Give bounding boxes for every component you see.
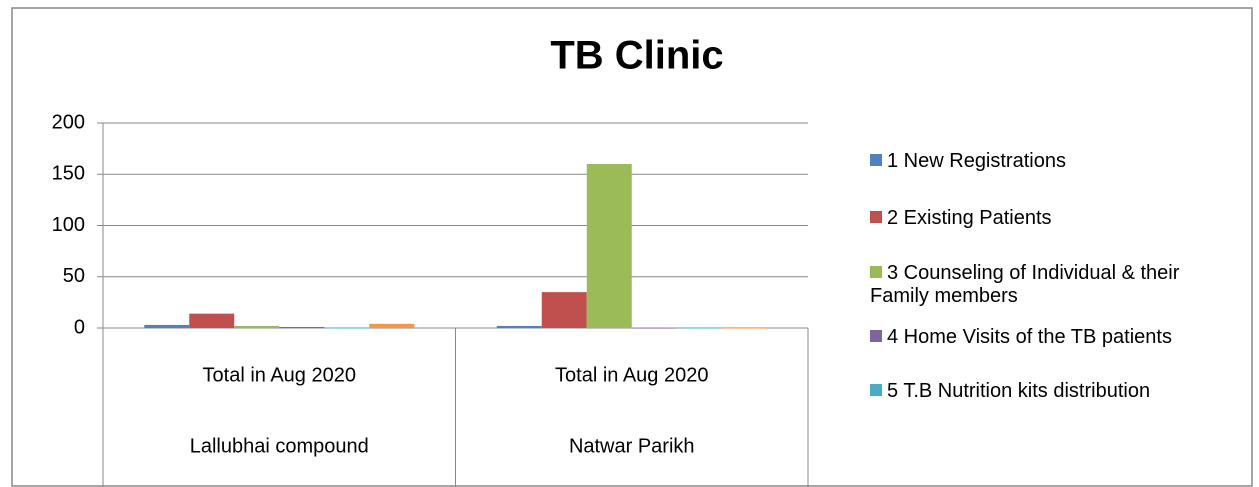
y-tick-label: 150: [52, 163, 85, 185]
bar: [234, 325, 280, 328]
legend-swatch: [870, 154, 882, 166]
legend-swatch: [870, 384, 882, 396]
y-tick-label: 200: [52, 111, 85, 133]
legend-item: 5 T.B Nutrition kits distribution: [870, 380, 1240, 403]
x-tick-label: Total in Aug 2020: [555, 364, 708, 386]
bar: [324, 328, 370, 329]
bar: [496, 325, 542, 328]
legend-label: 3 Counseling of Individual & their Famil…: [870, 262, 1180, 307]
bar: [541, 292, 587, 328]
chart-title: TB Clinic: [550, 34, 723, 78]
y-tick-label: 50: [63, 265, 85, 287]
bar: [631, 328, 677, 329]
legend-label: 4 Home Visits of the TB patients: [887, 326, 1172, 348]
legend-item: 1 New Registrations: [870, 150, 1240, 173]
chart-border: [11, 7, 1253, 487]
legend-label: 1 New Registrations: [887, 150, 1066, 172]
bar: [586, 164, 632, 328]
x-tick-label: Total in Aug 2020: [203, 364, 356, 386]
legend-item: 2 Existing Patients: [870, 207, 1240, 230]
bar: [189, 313, 235, 328]
legend-item: 3 Counseling of Individual & their Famil…: [870, 262, 1190, 308]
legend-label: 2 Existing Patients: [887, 207, 1052, 229]
x-group-label: Natwar Parikh: [569, 435, 695, 457]
bar: [279, 326, 325, 328]
bar: [676, 328, 722, 329]
legend-label: 5 T.B Nutrition kits distribution: [887, 380, 1151, 402]
bar: [721, 328, 767, 329]
y-tick-label: 0: [74, 316, 85, 338]
legend-swatch: [870, 266, 882, 278]
x-group-label: Lallubhai compound: [190, 435, 369, 457]
y-tick-label: 100: [52, 214, 85, 236]
legend-swatch: [870, 211, 882, 223]
legend-item: 4 Home Visits of the TB patients: [870, 326, 1240, 349]
bar: [369, 323, 415, 328]
legend-swatch: [870, 330, 882, 342]
bar: [144, 324, 190, 328]
